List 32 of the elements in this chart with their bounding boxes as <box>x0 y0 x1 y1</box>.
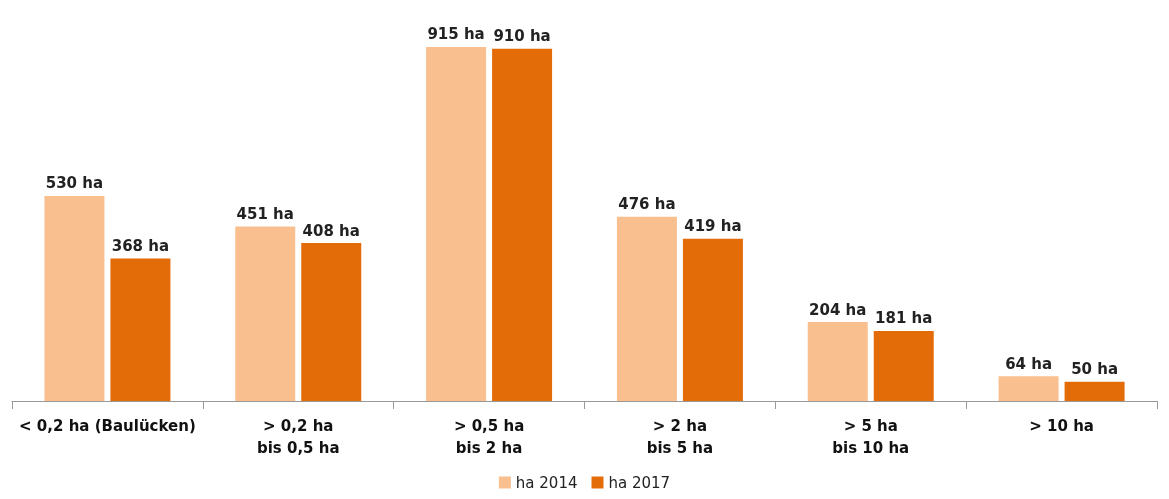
bar <box>301 243 362 401</box>
x-tick-label: > 10 ha <box>1029 417 1094 435</box>
bar <box>235 226 296 401</box>
x-tick-label: > 2 ha bis 5 ha <box>646 417 714 457</box>
bar <box>426 46 487 401</box>
data-label: 204 ha <box>809 300 867 319</box>
bar <box>616 216 677 401</box>
data-label: 910 ha <box>493 27 551 46</box>
x-tick-label: > 0,2 ha bis 0,5 ha <box>256 417 340 457</box>
x-tick-label: < 0,2 ha (Baulücken) <box>19 417 196 435</box>
x-tick-label: > 5 ha bis 10 ha <box>832 417 910 457</box>
data-label: 408 ha <box>302 221 360 240</box>
bar <box>492 48 553 401</box>
data-label: 50 ha <box>1071 360 1119 379</box>
data-label: 451 ha <box>236 204 294 223</box>
bar <box>998 376 1059 401</box>
bar <box>682 238 743 401</box>
bar <box>44 195 105 401</box>
bar <box>110 258 171 401</box>
bar <box>873 330 934 401</box>
data-label: 419 ha <box>684 217 742 236</box>
x-tick-label: > 0,5 ha bis 2 ha <box>453 417 525 457</box>
bar <box>807 322 868 401</box>
data-label: 181 ha <box>875 309 933 328</box>
data-label: 476 ha <box>618 195 676 214</box>
data-label: 530 ha <box>45 174 104 193</box>
bar <box>1064 381 1125 401</box>
legend-label: ha 2014 <box>515 473 578 492</box>
data-label: 64 ha <box>1005 354 1053 373</box>
data-label: 915 ha <box>427 25 485 44</box>
data-label: 368 ha <box>111 237 170 256</box>
legend-label: ha 2017 <box>608 473 671 492</box>
